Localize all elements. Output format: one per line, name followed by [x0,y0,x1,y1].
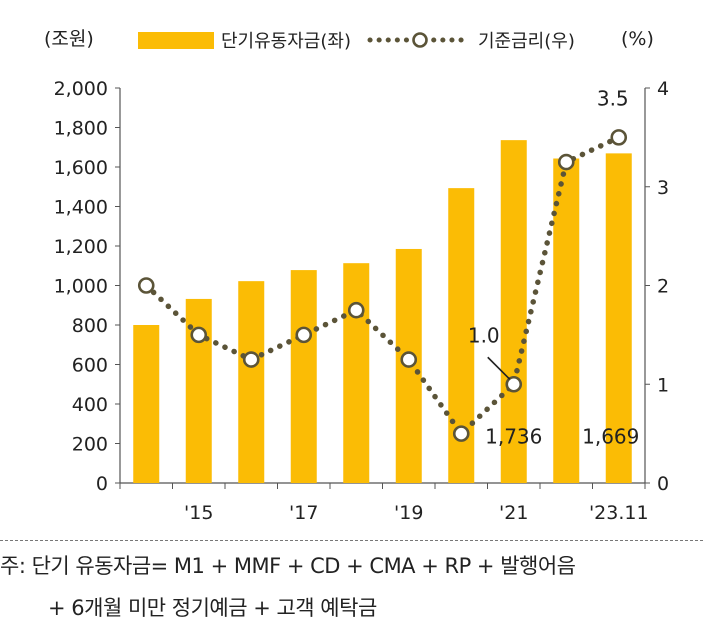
rate-point [137,277,155,294]
rate-point [347,301,365,319]
bar [133,325,160,483]
right-axis-tick-label: 0 [657,473,669,495]
rate-point [452,425,470,442]
right-axis-tick-label: 3 [657,177,669,199]
rate-point [505,375,523,393]
rate-line [143,134,622,438]
left-axis-tick-label: 400 [72,394,108,416]
annotation-bar-latest: 1,669 [582,425,639,449]
left-axis-tick-label: 1,400 [54,197,108,219]
annotation-rate-2021: 1.0 [468,323,500,347]
bar [343,263,370,483]
rate-point [400,351,418,368]
left-axis-tick-label: 1,000 [54,276,108,298]
legend-bar-label: 단기유동자금(좌) [221,31,351,52]
annotation-bar-2021: 1,736 [485,425,542,449]
rate-point [610,129,628,146]
footnote-line-2: + 6개월 미만 정기예금 + 고객 예탁금 [48,596,377,620]
bar [553,158,580,483]
left-axis-unit: (조원) [44,28,94,50]
left-axis-tick-label: 1,600 [54,157,108,179]
right-axis-tick-label: 2 [657,276,669,298]
footnote-divider [0,540,703,541]
bar [290,270,317,483]
x-axis-tick-label: '21 [499,502,528,524]
left-axis-tick-label: 2,000 [54,78,108,100]
bar [238,281,265,483]
left-axis-tick-label: 800 [72,315,108,337]
legend-bar-swatch [138,32,214,49]
right-axis-tick-label: 4 [657,78,669,100]
x-axis-tick-label: '17 [289,502,318,524]
left-axis-tick-label: 600 [72,355,108,377]
left-axis-tick-label: 1,200 [54,236,108,258]
rate-point [242,351,260,368]
annotation-rate-latest: 3.5 [597,86,629,110]
right-axis-tick-label: 1 [657,374,669,396]
bar [500,140,527,483]
x-axis-tick-label: '23.11 [589,502,649,524]
x-axis-tick-label: '19 [394,502,423,524]
chart: 0 200 400 600 800 1,000 1,200 1,400 1,600 1,800 2,… [44,28,669,524]
rate-point [557,153,575,171]
left-axis-tick-label: 1,800 [54,118,108,140]
x-axis-tick-label: '15 [184,502,213,524]
left-axis-tick-label: 200 [72,434,108,456]
legend-line-label: 기준금리(우) [478,31,575,52]
left-axis-tick-label: 0 [96,473,108,495]
right-axis-unit: (%) [621,28,654,50]
bar [605,153,632,483]
annotation-leader-line [487,356,511,380]
legend-line-marker [412,32,428,48]
rate-point [190,326,208,344]
footnote-line-1: 주: 단기 유동자금= M1 + MMF + CD + CMA + RP + 발… [0,554,576,578]
rate-point [295,326,313,344]
